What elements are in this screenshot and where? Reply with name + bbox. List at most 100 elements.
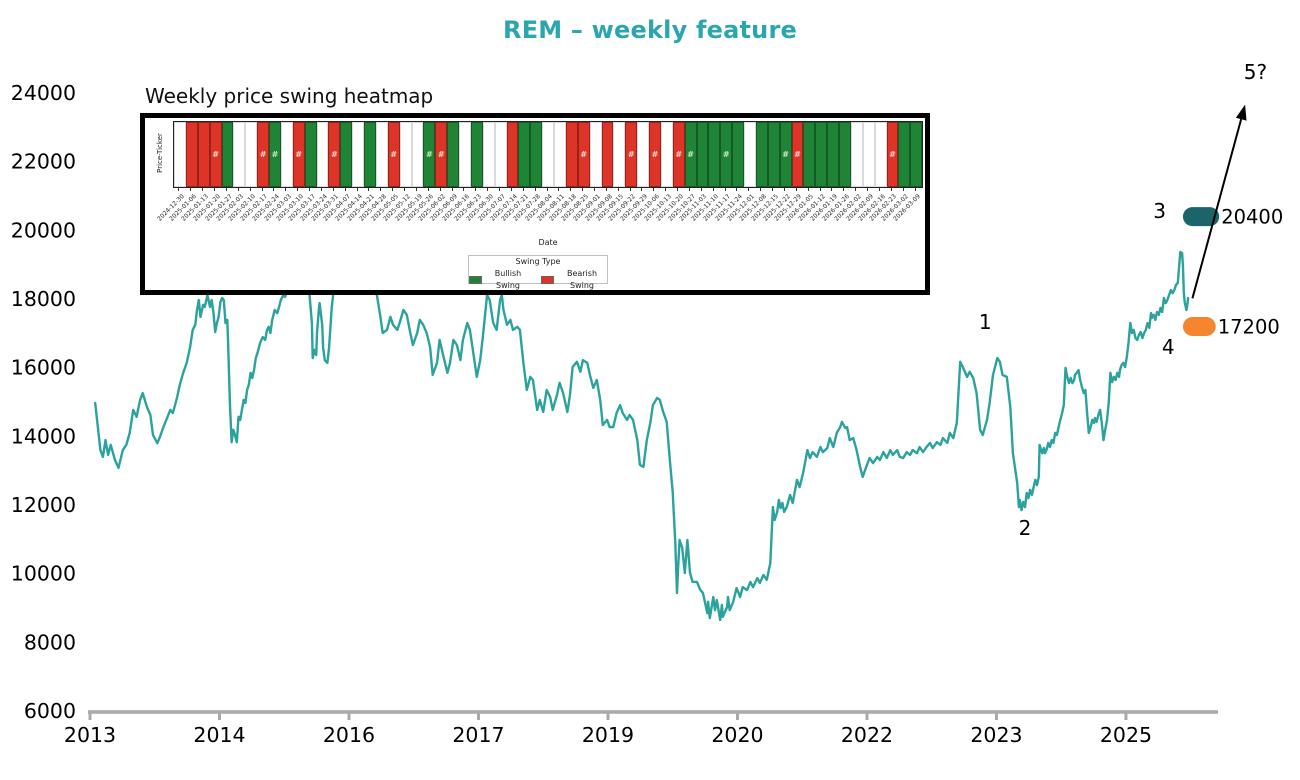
heatmap-bar (827, 122, 839, 187)
heatmap-bar (732, 122, 744, 187)
y-axis-label: 6000 (24, 699, 76, 723)
heatmap-bar: # (684, 122, 697, 187)
heatmap-bar: # (209, 122, 222, 187)
heatmap-x-tick (736, 188, 738, 191)
legend-item-bearish: Bearish Swing (541, 268, 607, 292)
hash-mark: # (259, 149, 267, 159)
heatmap-x-tick (309, 188, 311, 191)
heatmap-bar: # (257, 122, 269, 187)
heatmap-bar: # (577, 122, 590, 187)
x-axis-label: 2016 (323, 723, 375, 747)
wave-label-4: 4 (1162, 335, 1175, 359)
heatmap-bar (589, 122, 602, 187)
heatmap-x-tick (320, 188, 322, 191)
heatmap-bar (233, 122, 246, 187)
heatmap-x-tick (510, 188, 512, 191)
target-value-20400: 20400 (1221, 206, 1283, 229)
heatmap-date-labels: 2024-12-30 2025-01-06 2025-01-13 2025-01-20… (156, 188, 923, 240)
heatmap-x-tick (843, 188, 845, 191)
heatmap-x-tick (712, 188, 714, 191)
bullish-swing-swatch (469, 276, 482, 284)
heatmap-bar: # (886, 122, 899, 187)
heatmap-x-tick (867, 188, 869, 191)
heatmap-x-tick (392, 188, 394, 191)
hash-mark: # (390, 149, 398, 159)
heatmap-bar: # (292, 122, 305, 187)
heatmap-bar (554, 122, 566, 187)
heatmap-x-tick (914, 188, 916, 191)
heatmap-bar (708, 122, 721, 187)
heatmap-x-tick (748, 188, 750, 191)
heatmap-bar (613, 122, 626, 187)
y-axis-label: 22000 (11, 150, 76, 174)
heatmap-x-tick (795, 188, 797, 191)
y-axis-label: 16000 (11, 356, 76, 380)
heatmap-bar (174, 122, 186, 187)
heatmap-bar: # (649, 122, 661, 187)
heatmap-x-tick (558, 188, 560, 191)
heatmap-bar (910, 122, 923, 187)
hash-mark: # (794, 149, 801, 159)
heatmap-bar (221, 122, 234, 187)
heatmap-bar (304, 122, 317, 187)
heatmap-x-tick (819, 188, 821, 191)
heatmap-x-tick (807, 188, 809, 191)
heatmap-x-tick (214, 188, 216, 191)
heatmap-bar: # (328, 122, 341, 187)
heatmap-x-tick (463, 188, 465, 191)
y-axis-label: 18000 (11, 287, 76, 311)
heatmap-bar: # (435, 122, 448, 187)
price-line (93, 250, 1190, 622)
hash-mark: # (425, 149, 433, 159)
heatmap-bar (340, 122, 353, 187)
heatmap-x-tick (522, 188, 524, 191)
hash-mark: # (580, 149, 588, 159)
heatmap-bar (197, 122, 210, 187)
heatmap-x-tick (902, 188, 904, 191)
heatmap-ylabel: Price-Ticker (156, 133, 164, 173)
heatmap-x-tick (451, 188, 453, 191)
hash-mark: # (295, 149, 303, 159)
heatmap-bar (767, 122, 780, 187)
heatmap-bar: # (791, 122, 804, 187)
heatmap-x-tick (297, 188, 299, 191)
legend-item-bullish: Bullish Swing (469, 268, 531, 292)
heatmap-x-tick (368, 188, 370, 191)
heatmap-bar: # (269, 122, 281, 187)
heatmap-x-tick (878, 188, 880, 191)
heatmap-bar (411, 122, 424, 187)
heatmap-x-tick (427, 188, 429, 191)
x-axis-label: 2014 (193, 723, 245, 747)
heatmap-x-tick (593, 188, 595, 191)
heatmap-x-tick (831, 188, 833, 191)
hash-mark: # (722, 149, 730, 159)
heatmap-bar (482, 122, 495, 187)
wave-label-3: 3 (1153, 199, 1166, 223)
heatmap-xlabel: Date (538, 238, 558, 247)
hash-mark: # (271, 149, 279, 159)
x-axis-label: 2017 (452, 723, 504, 747)
hash-mark: # (437, 149, 445, 159)
heatmap-bar (874, 122, 887, 187)
heatmap-bar (352, 122, 364, 187)
heatmap-inset: Price-Ticker # # # # # # # # # # # # # # # # # 2024-12-3… (140, 113, 930, 295)
heatmap-x-tick (617, 188, 619, 191)
x-axis-label: 2025 (1100, 723, 1152, 747)
x-axis-label: 2019 (582, 723, 634, 747)
heatmap-bar (245, 122, 258, 187)
bearish-swing-swatch (541, 276, 554, 284)
heatmap-x-tick (261, 188, 263, 191)
heatmap-bar (898, 122, 911, 187)
heatmap-bar: # (720, 122, 733, 187)
target-value-17200: 17200 (1218, 315, 1280, 338)
heatmap-bars: # # # # # # # # # # # # # # # # # (173, 121, 923, 188)
heatmap-bar (470, 122, 483, 187)
heatmap-bar (518, 122, 531, 187)
heatmap-bar (565, 122, 578, 187)
heatmap-x-tick (665, 188, 667, 191)
heatmap-x-tick (653, 188, 655, 191)
hash-mark: # (212, 149, 219, 159)
heatmap-x-tick (380, 188, 382, 191)
heatmap-x-tick (546, 188, 548, 191)
